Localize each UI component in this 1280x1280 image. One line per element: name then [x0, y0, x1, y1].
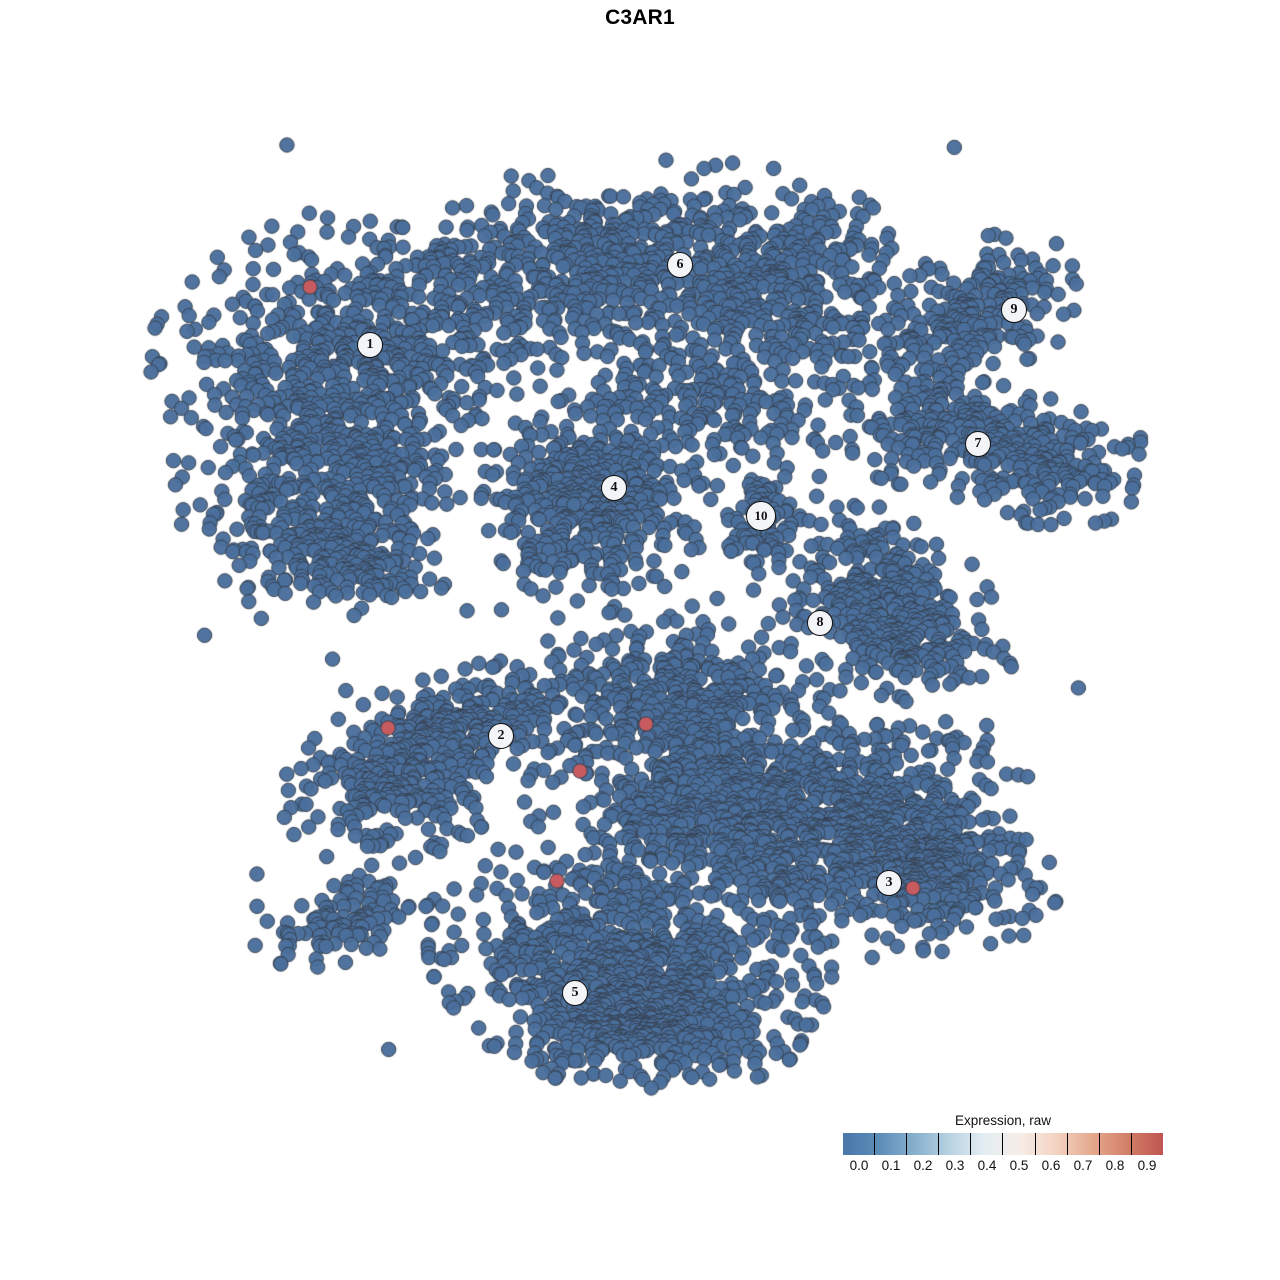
colorbar-tick	[971, 1133, 1004, 1155]
cluster-label-text: 3	[885, 875, 893, 890]
cluster-label-text: 1	[366, 337, 374, 352]
colorbar-tick-label: 0.0	[849, 1158, 869, 1173]
cluster-label-1[interactable]: 1	[357, 332, 383, 358]
colorbar-tick	[939, 1133, 972, 1155]
colorbar-tick-label: 0.1	[881, 1158, 901, 1173]
colorbar-tick	[1100, 1133, 1132, 1155]
colorbar-tick-label: 0.5	[1009, 1158, 1029, 1173]
colorbar-tick	[1003, 1133, 1036, 1155]
cluster-label-5[interactable]: 5	[562, 980, 588, 1006]
colorbar-tick	[843, 1133, 876, 1155]
colorbar-tick-marks	[843, 1133, 1163, 1155]
cluster-label-text: 7	[974, 436, 982, 451]
cluster-label-4[interactable]: 4	[601, 475, 627, 501]
cluster-label-6[interactable]: 6	[667, 252, 693, 278]
cluster-label-3[interactable]: 3	[876, 870, 902, 896]
colorbar-tick-label: 0.4	[977, 1158, 997, 1173]
cluster-label-text: 8	[816, 615, 824, 630]
colorbar-tick-label: 0.7	[1073, 1158, 1093, 1173]
colorbar-tick-labels: 0.0 0.1 0.2 0.3 0.4 0.5 0.6 0.7 0.8 0.9	[843, 1158, 1163, 1176]
colorbar-tick	[1132, 1133, 1163, 1155]
colorbar-tick	[1036, 1133, 1068, 1155]
colorbar-tick-label: 0.2	[913, 1158, 933, 1173]
cluster-label-7[interactable]: 7	[965, 431, 991, 457]
colorbar-tick-label: 0.9	[1137, 1158, 1157, 1173]
colorbar-tick	[1068, 1133, 1100, 1155]
colorbar-tick	[875, 1133, 908, 1155]
cluster-label-8[interactable]: 8	[807, 610, 833, 636]
colorbar[interactable]	[843, 1133, 1163, 1155]
cluster-label-text: 10	[754, 508, 768, 523]
colorbar-tick-label: 0.6	[1041, 1158, 1061, 1173]
cluster-label-text: 6	[676, 257, 684, 272]
cluster-label-2[interactable]: 2	[488, 723, 514, 749]
colorbar-tick	[907, 1133, 940, 1155]
cluster-label-text: 2	[497, 728, 505, 743]
legend-title: Expression, raw	[954, 1113, 1052, 1128]
cluster-label-9[interactable]: 9	[1001, 297, 1027, 323]
cluster-label-10[interactable]: 10	[746, 501, 776, 531]
color-legend: Expression, raw 0.0 0.1 0.2 0.3 0.4 0.5 0.6 0.7…	[843, 1113, 1163, 1176]
cluster-label-text: 9	[1010, 302, 1018, 317]
colorbar-tick-label: 0.8	[1105, 1158, 1125, 1173]
colorbar-tick-label: 0.3	[945, 1158, 965, 1173]
cluster-label-text: 5	[571, 985, 579, 1000]
cluster-label-text: 4	[610, 480, 618, 495]
